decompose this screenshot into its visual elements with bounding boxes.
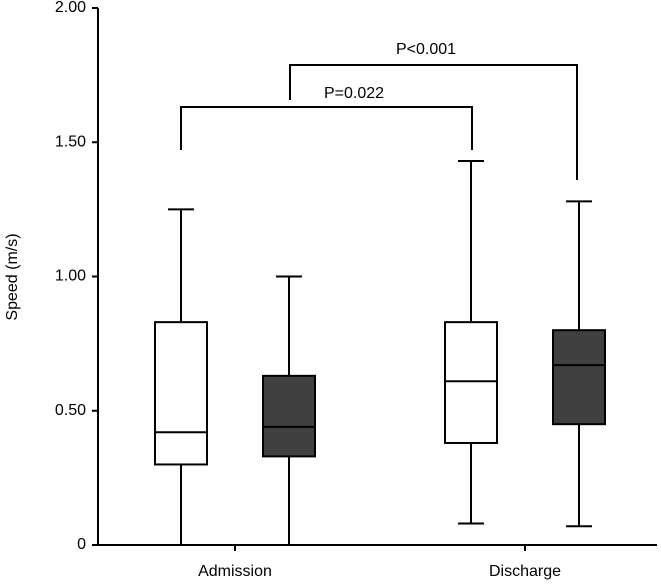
y-tick-label: 0: [77, 536, 86, 553]
y-axis-label: Speed (m/s): [4, 233, 21, 320]
y-tick-label: 2.00: [55, 0, 86, 16]
bracket: [180, 106, 473, 150]
annotation: P<0.001: [396, 41, 456, 58]
x-tick-label: Admission: [198, 563, 272, 580]
annotation: P=0.022: [324, 85, 384, 102]
y-tick-label: 0.50: [55, 402, 86, 419]
box: [262, 374, 316, 458]
y-tick-label: 1.50: [55, 133, 86, 150]
box: [552, 329, 606, 426]
bracket: [289, 64, 578, 180]
box: [444, 321, 498, 444]
x-tick-label: Discharge: [489, 563, 561, 580]
box: [154, 321, 208, 466]
y-tick-label: 1.00: [55, 268, 86, 285]
